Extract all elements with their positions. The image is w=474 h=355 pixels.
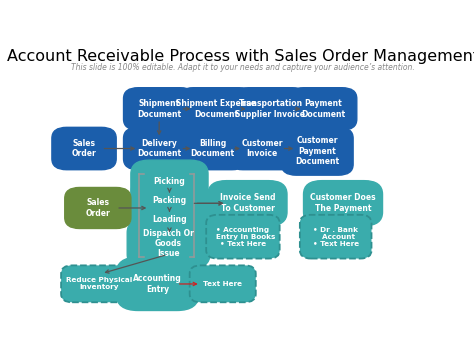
FancyBboxPatch shape xyxy=(52,127,116,170)
FancyBboxPatch shape xyxy=(131,160,208,202)
Text: • Dr . Bank
  Account
• Text Here: • Dr . Bank Account • Text Here xyxy=(313,227,359,247)
Text: Customer Does
The Payment: Customer Does The Payment xyxy=(310,193,376,213)
Text: Text Here: Text Here xyxy=(203,281,242,287)
FancyBboxPatch shape xyxy=(124,127,195,170)
FancyBboxPatch shape xyxy=(228,127,296,170)
Text: Account Receivable Process with Sales Order Management: Account Receivable Process with Sales Or… xyxy=(7,49,474,65)
FancyBboxPatch shape xyxy=(206,215,280,258)
FancyBboxPatch shape xyxy=(124,88,195,130)
Text: Accounting
Entry: Accounting Entry xyxy=(133,274,182,294)
FancyBboxPatch shape xyxy=(179,88,254,130)
FancyBboxPatch shape xyxy=(303,181,383,226)
Text: Customer
Payment
Document: Customer Payment Document xyxy=(295,136,339,166)
Text: Payment
Document: Payment Document xyxy=(301,99,345,119)
FancyBboxPatch shape xyxy=(289,88,357,130)
Text: Sales
Order: Sales Order xyxy=(85,198,110,218)
Text: Shipment
Document: Shipment Document xyxy=(137,99,182,119)
Text: Picking: Picking xyxy=(154,177,185,186)
FancyBboxPatch shape xyxy=(131,179,208,222)
Text: Transportation
Supplier Invoice: Transportation Supplier Invoice xyxy=(236,99,305,119)
Text: Dispatch Or
Goods
Issue: Dispatch Or Goods Issue xyxy=(143,229,194,258)
FancyBboxPatch shape xyxy=(127,219,210,268)
FancyBboxPatch shape xyxy=(208,181,287,226)
FancyBboxPatch shape xyxy=(116,257,199,311)
Text: • Accounting
  Entry In Books
• Text Here: • Accounting Entry In Books • Text Here xyxy=(211,227,275,247)
Text: Customer
Invoice: Customer Invoice xyxy=(241,139,283,158)
Text: Shipment Expense
Document: Shipment Expense Document xyxy=(176,99,256,119)
FancyBboxPatch shape xyxy=(61,266,137,302)
Text: Delivery
Document: Delivery Document xyxy=(137,139,182,158)
Text: Sales
Order: Sales Order xyxy=(72,139,96,158)
Text: Billing
Document: Billing Document xyxy=(191,139,235,158)
Text: Invoice Send
To Customer: Invoice Send To Customer xyxy=(220,193,275,213)
FancyBboxPatch shape xyxy=(179,127,246,170)
FancyBboxPatch shape xyxy=(190,266,256,302)
Text: Loading: Loading xyxy=(152,215,187,224)
Text: Reduce Physical
Inventory: Reduce Physical Inventory xyxy=(65,277,132,290)
FancyBboxPatch shape xyxy=(65,187,131,229)
FancyBboxPatch shape xyxy=(234,88,307,130)
Text: Packing: Packing xyxy=(153,196,186,205)
FancyBboxPatch shape xyxy=(300,215,372,258)
Text: This slide is 100% editable. Adapt it to your needs and capture your audience’s : This slide is 100% editable. Adapt it to… xyxy=(71,63,415,72)
FancyBboxPatch shape xyxy=(131,198,208,241)
FancyBboxPatch shape xyxy=(282,127,353,175)
